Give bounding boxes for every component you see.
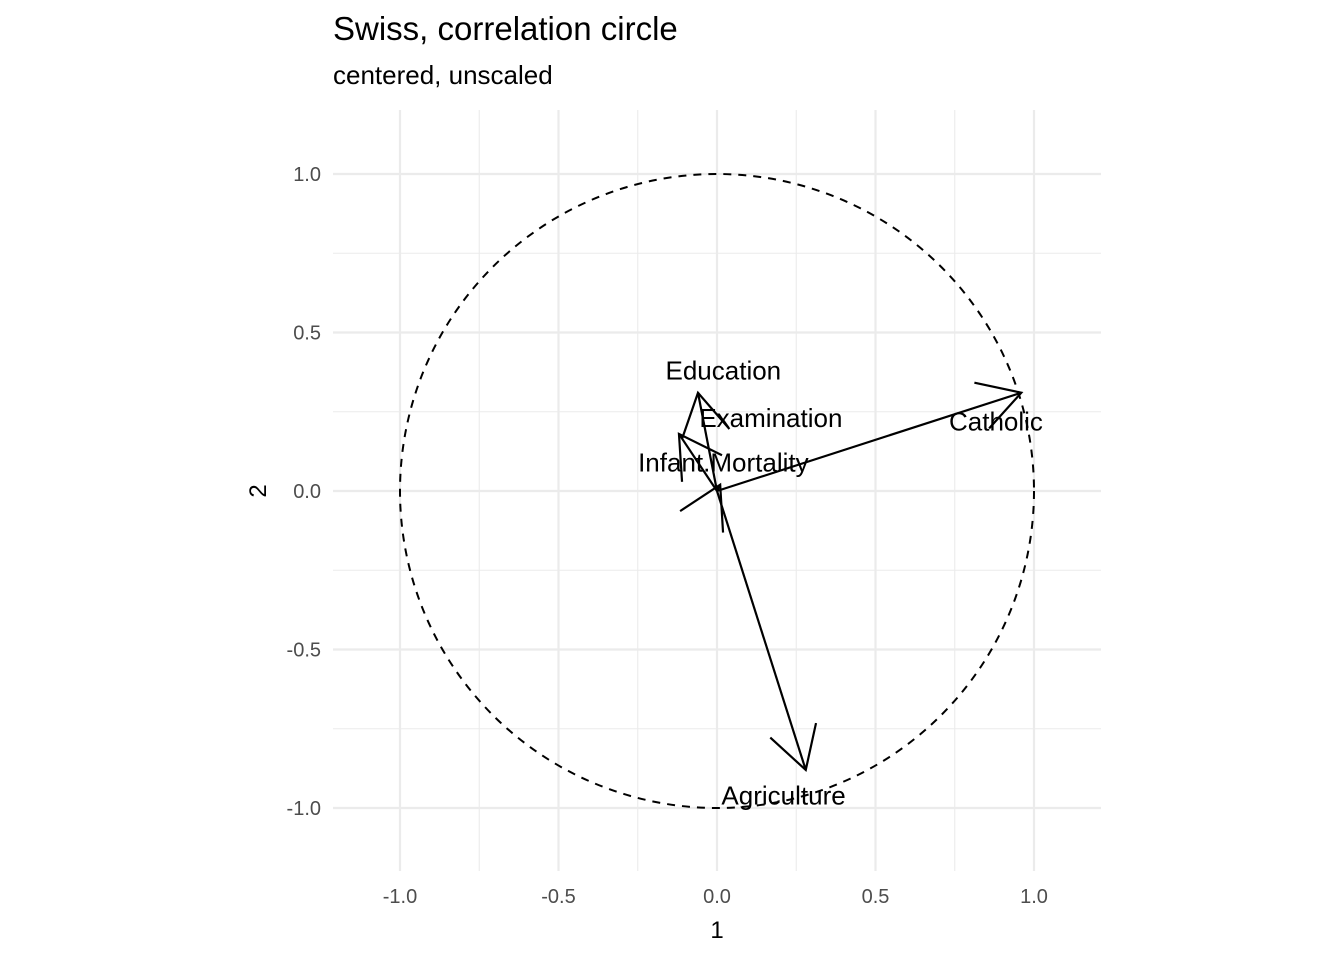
vector-agriculture bbox=[715, 490, 818, 773]
vector-arrowhead bbox=[769, 722, 818, 773]
vector-education bbox=[681, 390, 731, 492]
vector-label: Education bbox=[666, 356, 782, 386]
y-tick-label: 0.0 bbox=[293, 481, 321, 503]
vector-label-layer: Catholic Agriculture Education Examination I… bbox=[638, 356, 1043, 811]
x-tick-label: -1.0 bbox=[383, 886, 417, 908]
vector-examination bbox=[677, 432, 723, 492]
vector-label: Agriculture bbox=[721, 780, 845, 810]
y-tick-label: -1.0 bbox=[287, 798, 321, 820]
vector-shaft bbox=[715, 490, 807, 771]
chart-title: Swiss, correlation circle bbox=[333, 10, 678, 47]
vector-layer bbox=[677, 381, 1024, 773]
x-tick-label: 0.0 bbox=[703, 886, 731, 908]
x-tick-label: 0.5 bbox=[862, 886, 890, 908]
vector-catholic bbox=[716, 381, 1024, 493]
vector-infant-mortality bbox=[679, 482, 725, 533]
vector-label: Examination bbox=[699, 403, 842, 433]
tick-label-layer: -1.0 -0.5 0.0 0.5 1.0 -1.0 -0.5 0.0 0.5 1.0 bbox=[287, 164, 1048, 908]
x-tick-label: 1.0 bbox=[1020, 886, 1048, 908]
vector-shaft bbox=[678, 433, 718, 492]
vector-arrowhead bbox=[974, 381, 1024, 430]
unit-circle-layer bbox=[399, 173, 1035, 809]
vector-arrowhead bbox=[677, 432, 723, 482]
x-axis-title: 1 bbox=[710, 917, 723, 944]
vector-shaft bbox=[696, 392, 719, 492]
vector-label: Infant.Mortality bbox=[638, 447, 809, 477]
y-axis-title: 2 bbox=[245, 484, 272, 497]
y-tick-label: 0.5 bbox=[293, 323, 321, 345]
chart-subtitle: centered, unscaled bbox=[333, 60, 553, 90]
x-tick-label: -0.5 bbox=[541, 886, 575, 908]
vector-arrowhead bbox=[681, 390, 731, 439]
y-tick-label: 1.0 bbox=[293, 164, 321, 186]
unit-circle bbox=[399, 173, 1035, 809]
vector-shaft bbox=[716, 391, 1022, 493]
y-tick-label: -0.5 bbox=[287, 640, 321, 662]
vector-label: Catholic bbox=[949, 406, 1043, 436]
vector-arrowhead bbox=[679, 482, 725, 533]
